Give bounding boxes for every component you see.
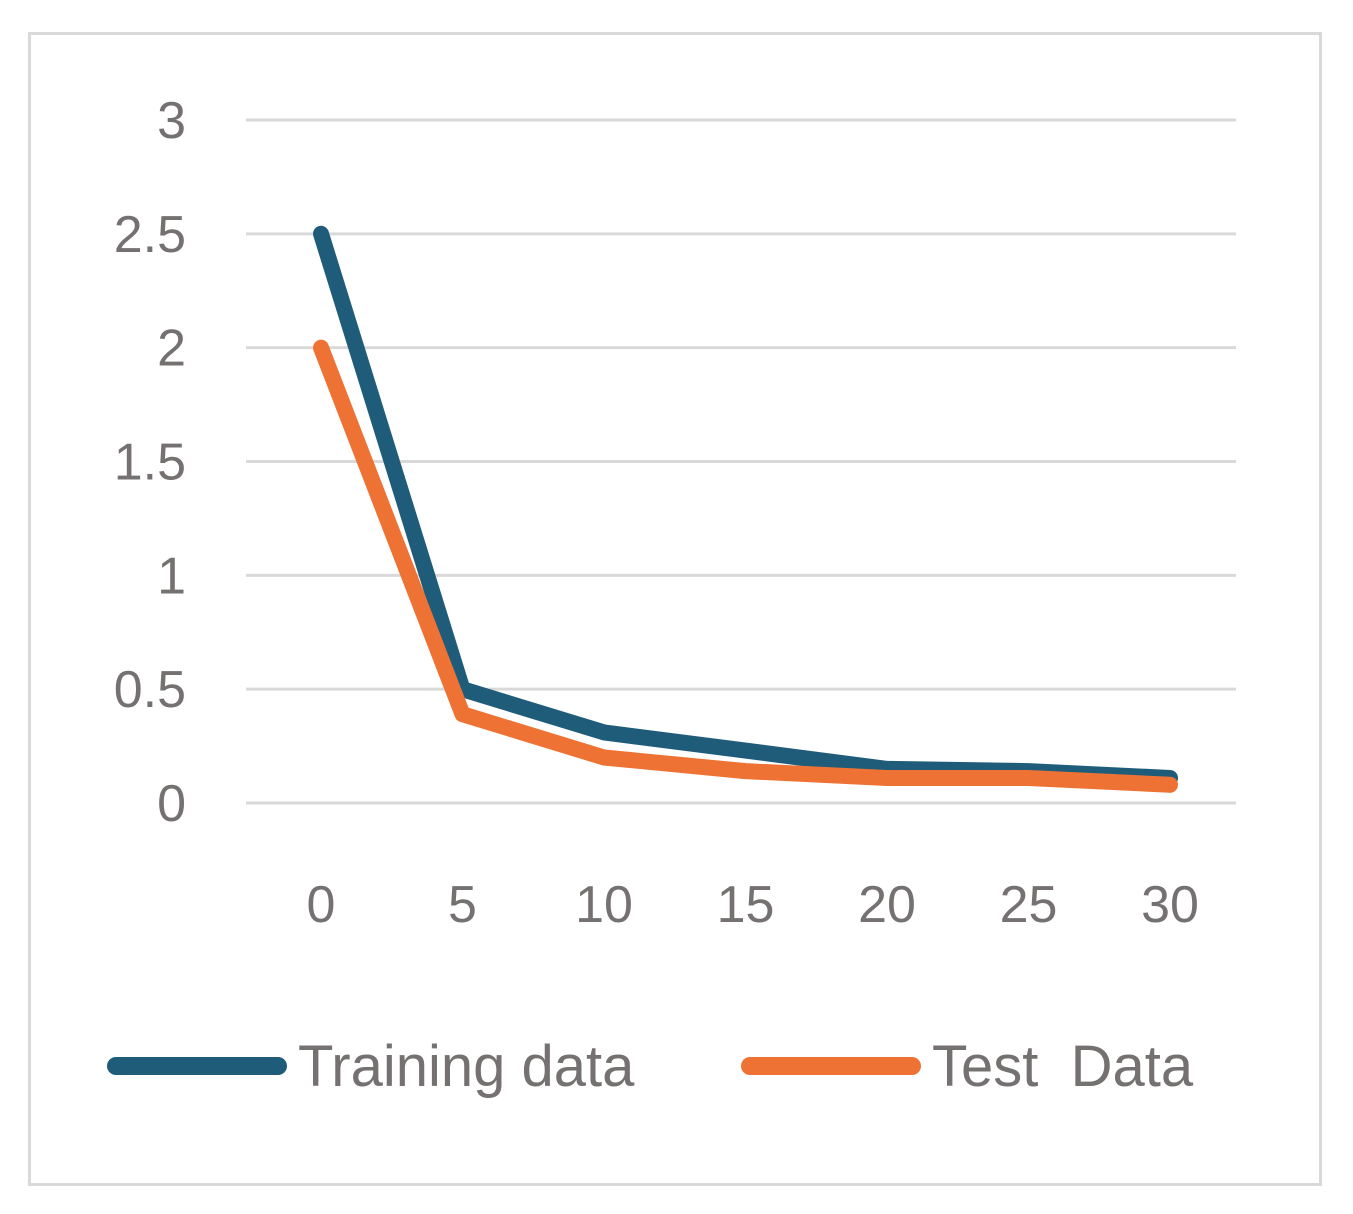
series-line-test [313,339,1178,793]
chart-frame [28,32,1322,1186]
legend-label: Test Data [932,1034,1194,1099]
legend: Training data Test Data [107,1034,1194,1099]
series-lines [313,225,1178,793]
x-tick-label: 10 [575,876,633,934]
x-tick-label: 0 [307,876,336,934]
x-tick-label: 15 [717,876,775,934]
gridlines [246,118,1236,805]
legend-label: Training data [298,1034,635,1099]
x-tick-label: 5 [448,876,477,934]
y-tick-label: 2.5 [114,206,186,264]
x-tick-label: 25 [1000,876,1058,934]
y-tick-label: 0.5 [114,661,186,719]
y-tick-label: 1.5 [114,434,186,492]
y-tick-label: 0 [157,775,186,833]
y-tick-label: 3 [157,92,186,150]
y-tick-label: 1 [157,547,186,605]
y-axis-ticks: 0 0.5 1 1.5 2 2.5 3 [114,92,186,833]
x-tick-label: 20 [858,876,916,934]
x-tick-label: 30 [1141,876,1199,934]
y-tick-label: 2 [157,320,186,378]
x-axis-ticks: 0 5 10 15 20 25 30 [307,876,1199,934]
